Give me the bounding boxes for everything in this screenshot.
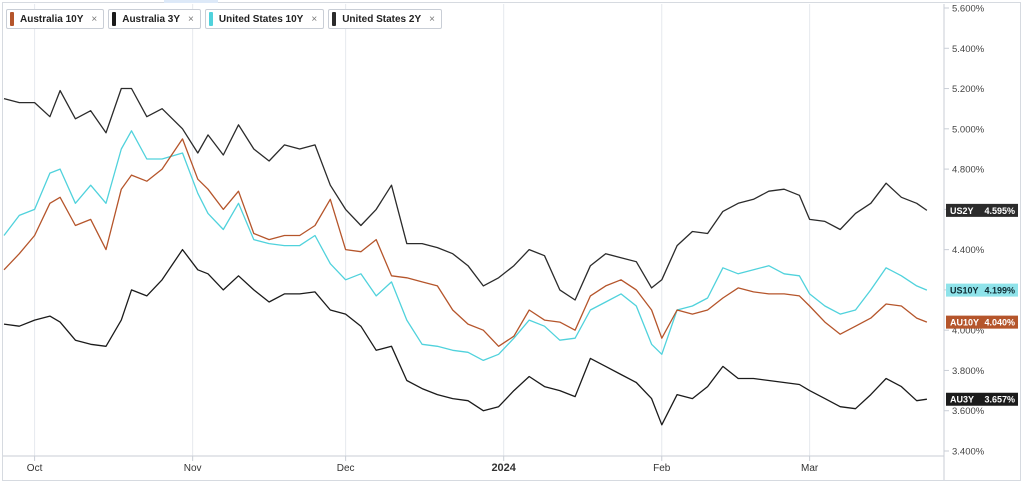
x-tick-label: Nov bbox=[184, 463, 202, 474]
badge-background bbox=[946, 315, 1018, 329]
close-icon[interactable]: × bbox=[188, 13, 194, 25]
y-tick-label: 4.400% bbox=[952, 245, 985, 256]
close-icon[interactable]: × bbox=[311, 13, 318, 25]
legend-label: Australia 10Y bbox=[20, 13, 84, 25]
last-value-badge: US10Y 4.199% bbox=[946, 283, 1018, 297]
legend-swatch bbox=[112, 12, 117, 26]
last-value-badge: US2Y 4.595% bbox=[946, 203, 1018, 217]
badge-value: 3.657% bbox=[984, 395, 1015, 405]
y-tick-label: 5.400% bbox=[952, 44, 985, 55]
legend-item[interactable]: United States 10Y × bbox=[204, 9, 325, 29]
y-tick-label: 3.400% bbox=[952, 447, 985, 458]
x-tick-label: Dec bbox=[337, 463, 355, 474]
y-tick-label: 3.800% bbox=[952, 366, 985, 377]
x-tick-label: Mar bbox=[801, 463, 819, 474]
legend-item[interactable]: Australia 10Y × bbox=[6, 9, 105, 29]
y-tick-label: 5.000% bbox=[952, 124, 985, 135]
legend-item[interactable]: United States 2Y × bbox=[328, 9, 442, 29]
y-tick-label: 5.600% bbox=[952, 4, 985, 15]
legend-label: Australia 3Y bbox=[122, 13, 181, 25]
badge-series-code: AU3Y bbox=[950, 395, 974, 405]
badge-value: 4.040% bbox=[984, 318, 1015, 328]
badge-layer: US2Y 4.595% US10Y 4.199% AU10Y 4.040% AU3Y 3.65… bbox=[946, 203, 1018, 406]
x-tick-label: 2024 bbox=[491, 462, 516, 474]
grid-layer bbox=[34, 4, 811, 456]
series-line bbox=[3, 248, 927, 426]
series-layer bbox=[3, 87, 928, 426]
badge-value: 4.199% bbox=[984, 286, 1015, 296]
legend-swatch bbox=[10, 12, 14, 26]
badge-series-code: US2Y bbox=[950, 206, 974, 216]
x-tick-label: Oct bbox=[27, 463, 43, 474]
legend-item[interactable]: Australia 3Y × bbox=[108, 9, 201, 29]
legend-swatch bbox=[208, 12, 213, 26]
series-line bbox=[3, 138, 928, 347]
badge-background bbox=[946, 203, 1018, 217]
y-tick-label: 4.800% bbox=[952, 165, 985, 176]
legend: Australia 10Y × Australia 3Y × United States… bbox=[6, 9, 442, 29]
y-tick-label: 4.000% bbox=[952, 326, 985, 337]
badge-background bbox=[946, 283, 1018, 297]
legend-swatch bbox=[332, 12, 337, 26]
last-value-badge: AU10Y 4.040% bbox=[946, 315, 1018, 329]
badge-background bbox=[946, 392, 1018, 406]
close-icon[interactable]: × bbox=[429, 13, 435, 25]
series-line bbox=[3, 87, 928, 301]
badge-series-code: AU10Y bbox=[950, 318, 979, 328]
last-value-badge: AU3Y 3.657% bbox=[946, 392, 1018, 406]
top-tab-indicator bbox=[164, 0, 218, 3]
legend-label: United States 2Y bbox=[342, 13, 422, 25]
close-icon[interactable]: × bbox=[91, 13, 98, 25]
axis-layer: Oct Nov Dec 2024 Feb Mar 3.400% 3.600% 3.800% 4.0… bbox=[3, 4, 985, 480]
y-tick-label: 5.200% bbox=[952, 84, 985, 95]
badge-series-code: US10Y bbox=[950, 286, 979, 296]
series-line bbox=[3, 130, 928, 362]
y-tick-label: 3.600% bbox=[952, 406, 985, 417]
legend-label: United States 10Y bbox=[218, 13, 304, 25]
badge-value: 4.595% bbox=[984, 206, 1015, 216]
x-tick-label: Feb bbox=[653, 463, 671, 474]
